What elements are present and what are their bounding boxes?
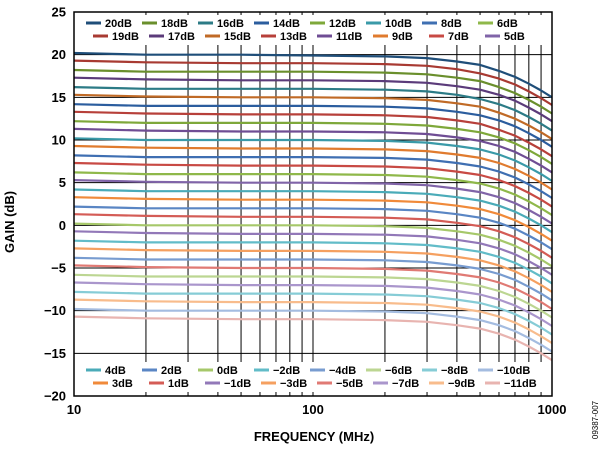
series-line xyxy=(73,196,553,242)
series-line xyxy=(73,110,553,158)
series-line xyxy=(73,281,553,327)
legend-label: 10dB xyxy=(385,18,412,30)
series-line xyxy=(73,315,553,362)
series-line xyxy=(73,213,553,259)
legend-label: −6dB xyxy=(385,365,412,377)
y-tick-label: −15 xyxy=(44,346,66,361)
series-line xyxy=(73,127,553,174)
series-lines xyxy=(73,51,553,362)
y-axis-title: GAIN (dB) xyxy=(2,191,17,253)
series-line xyxy=(73,171,553,217)
series-line xyxy=(73,239,553,285)
series-line xyxy=(73,290,553,336)
y-tick-labels: −20 −15 −10 −5 0 5 10 15 20 25 xyxy=(44,5,66,404)
y-tick-label: 20 xyxy=(52,47,66,62)
legend-label: −11dB xyxy=(504,378,537,390)
series-line xyxy=(73,93,553,141)
legend-label: 0dB xyxy=(217,365,238,377)
legend-label: 4dB xyxy=(105,365,126,377)
legend-label: 11dB xyxy=(336,31,362,43)
legend-label: 13dB xyxy=(280,31,307,43)
series-line xyxy=(73,144,553,191)
legend-label: −10dB xyxy=(497,365,530,377)
y-tick-label: −20 xyxy=(44,389,66,404)
figure-id: 09387-007 xyxy=(591,400,600,439)
legend-label: −4dB xyxy=(329,365,356,377)
grid-lines xyxy=(73,11,552,397)
legend-label: 7dB xyxy=(448,31,469,43)
series-line xyxy=(73,179,553,225)
legend-label: 18dB xyxy=(161,18,188,30)
legend-label: 1dB xyxy=(168,378,189,390)
series-line xyxy=(73,86,553,132)
legend-label: 20dB xyxy=(105,18,132,30)
legend-label: −1dB xyxy=(224,378,251,390)
series-line xyxy=(73,154,553,199)
y-tick-label: 5 xyxy=(59,175,66,190)
series-line xyxy=(73,298,553,345)
legend-label: 5dB xyxy=(504,31,525,43)
y-tick-label: −5 xyxy=(51,261,66,276)
x-axis-title: FREQUENCY (MHz) xyxy=(254,429,374,444)
y-tick-label: 0 xyxy=(59,218,66,233)
legend-label: 2dB xyxy=(161,365,182,377)
legend-label: −5dB xyxy=(336,378,363,390)
y-tick-label: 25 xyxy=(52,5,66,20)
legend-label: −3dB xyxy=(280,378,307,390)
series-line xyxy=(73,264,553,310)
series-line xyxy=(73,51,553,99)
series-line xyxy=(73,307,553,353)
legend-label: −9dB xyxy=(448,378,475,390)
legend-label: 3dB xyxy=(112,378,133,390)
legend-background xyxy=(78,362,548,392)
y-tick-label: −10 xyxy=(44,303,66,318)
series-line xyxy=(73,230,553,276)
x-tick-label: 1000 xyxy=(538,402,567,417)
legend-label: 15dB xyxy=(224,31,251,43)
series-line xyxy=(73,247,553,293)
series-line xyxy=(73,76,553,123)
series-line xyxy=(73,205,553,251)
legend-label: 6dB xyxy=(497,18,518,30)
legend-label: −7dB xyxy=(392,378,419,390)
legend-label: 16dB xyxy=(217,18,244,30)
legend-label: 12dB xyxy=(329,18,356,30)
y-tick-label: 10 xyxy=(52,133,66,148)
legend-label: 17dB xyxy=(168,31,195,43)
x-tick-label: 100 xyxy=(302,402,324,417)
series-line xyxy=(73,103,553,148)
y-tick-label: 15 xyxy=(52,90,66,105)
legend-label: 9dB xyxy=(392,31,413,43)
series-line xyxy=(73,120,553,165)
series-line xyxy=(73,256,553,302)
x-tick-labels: 10 100 1000 xyxy=(67,402,567,417)
legend-label: −2dB xyxy=(273,365,300,377)
series-line xyxy=(73,222,553,268)
legend-bottom: 4dB3dB2dB1dB0dB−1dB−2dB−3dB−4dB−5dB−6dB−… xyxy=(78,362,548,392)
series-line xyxy=(73,161,553,208)
legend-label: 14dB xyxy=(273,18,300,30)
plot-frame xyxy=(73,11,553,397)
series-line xyxy=(73,188,553,234)
series-line xyxy=(73,68,553,115)
legend-label: −8dB xyxy=(441,365,468,377)
legend-background xyxy=(78,15,548,45)
series-line xyxy=(73,137,553,182)
legend-label: 19dB xyxy=(112,31,139,43)
legend-label: 8dB xyxy=(441,18,462,30)
series-line xyxy=(73,273,553,319)
series-line xyxy=(73,59,553,106)
x-tick-label: 10 xyxy=(67,402,81,417)
